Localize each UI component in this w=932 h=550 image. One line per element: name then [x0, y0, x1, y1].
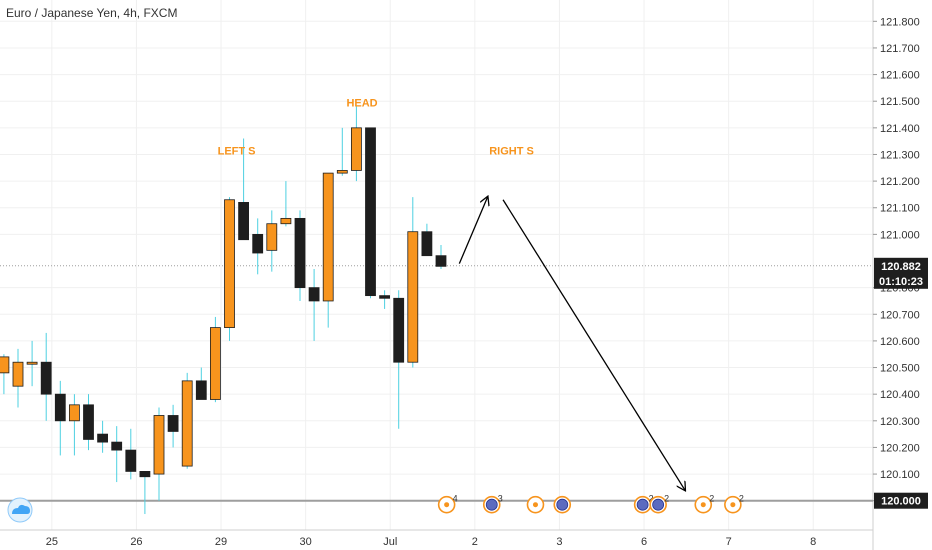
price-tick-label: 120.200 — [880, 442, 920, 454]
current-price-tag-bg — [874, 257, 928, 274]
candle-body — [238, 202, 250, 241]
candle-body — [421, 231, 433, 257]
globe-icon — [652, 498, 665, 511]
pattern-annotation: LEFT S — [218, 145, 256, 157]
candle-body — [40, 361, 52, 395]
price-tick-label: 120.100 — [880, 469, 920, 481]
time-tick-label: 26 — [130, 536, 142, 548]
candle-body — [393, 297, 405, 363]
price-tick-label: 121.700 — [880, 43, 920, 55]
candle-body — [97, 433, 108, 443]
candle-body — [280, 217, 292, 225]
event-count-label: 2 — [739, 494, 744, 504]
candle-body — [252, 233, 264, 254]
time-tick-label: 7 — [726, 536, 732, 548]
candle-body — [294, 217, 306, 289]
candle-body — [209, 327, 221, 400]
projection-arrow — [502, 199, 685, 490]
candle-body — [350, 127, 362, 171]
time-tick-label: 6 — [641, 536, 647, 548]
candle-body — [322, 172, 334, 302]
candle-body — [153, 415, 165, 475]
time-tick-label: 25 — [46, 536, 58, 548]
price-tick-label: 121.000 — [880, 229, 920, 241]
price-tick-label: 121.600 — [880, 70, 920, 82]
price-tick-label: 120.700 — [880, 309, 920, 321]
event-count-label: 4 — [453, 494, 458, 504]
time-tick-label: 29 — [215, 536, 227, 548]
pattern-annotation: HEAD — [346, 98, 377, 110]
candle-body — [111, 441, 123, 451]
event-dot-icon — [444, 502, 450, 508]
candle-body — [224, 199, 235, 328]
event-count-label: 2 — [709, 494, 714, 504]
candle-body — [379, 295, 391, 299]
globe-icon — [485, 498, 498, 511]
time-tick-label: Jul — [383, 536, 397, 548]
pattern-annotation: RIGHT S — [489, 145, 534, 157]
event-count-label: 2 — [649, 494, 654, 504]
symbol-title: Euro / Japanese Yen, 4h, FXCM — [6, 6, 178, 20]
price-tick-label: 120.400 — [880, 389, 920, 401]
candle-body — [167, 415, 179, 432]
price-tick-label: 120.600 — [880, 336, 920, 348]
cloud-shape-icon — [12, 504, 30, 514]
time-tick-label: 3 — [556, 536, 562, 548]
candle-body — [125, 449, 137, 472]
candle-body — [0, 356, 10, 374]
candle-body — [407, 231, 419, 363]
candle-body — [69, 404, 80, 422]
price-tick-label: 121.100 — [880, 203, 920, 215]
globe-icon — [556, 498, 569, 511]
current-price-tag: 120.882 — [881, 261, 921, 273]
candle-body — [139, 471, 151, 478]
time-tick-label: 30 — [300, 536, 312, 548]
price-tick-label: 121.200 — [880, 176, 920, 188]
candle-body — [26, 361, 38, 365]
candle-body — [83, 404, 94, 440]
candle-body — [365, 127, 376, 297]
time-tick-label: 2 — [472, 536, 478, 548]
event-count-label: 2 — [664, 494, 669, 504]
candle-body — [308, 287, 320, 302]
level-price-tag-bg — [874, 492, 928, 509]
event-dot-icon — [730, 502, 736, 508]
candle-body — [195, 380, 207, 400]
price-tick-label: 121.800 — [880, 16, 920, 28]
price-tick-label: 121.500 — [880, 96, 920, 108]
candle-body — [181, 380, 193, 467]
price-tick-label: 121.400 — [880, 123, 920, 135]
projection-arrow — [458, 197, 487, 264]
candle-body — [435, 255, 447, 267]
time-tick-label: 8 — [810, 536, 816, 548]
price-tick-label: 120.500 — [880, 363, 920, 375]
event-dot-icon — [532, 502, 538, 508]
event-count-label: 3 — [498, 494, 503, 504]
level-price-tag: 120.000 — [881, 496, 921, 508]
globe-icon — [636, 498, 649, 511]
price-tick-label: 120.300 — [880, 416, 920, 428]
bar-countdown-tag-bg — [874, 272, 928, 289]
candle-body — [12, 361, 24, 387]
candle-body — [336, 170, 348, 174]
candle-body — [266, 223, 278, 251]
event-dot-icon — [700, 502, 706, 508]
candle-body — [54, 393, 66, 422]
bar-countdown-tag: 01:10:23 — [879, 276, 923, 288]
price-tick-label: 121.300 — [880, 149, 920, 161]
